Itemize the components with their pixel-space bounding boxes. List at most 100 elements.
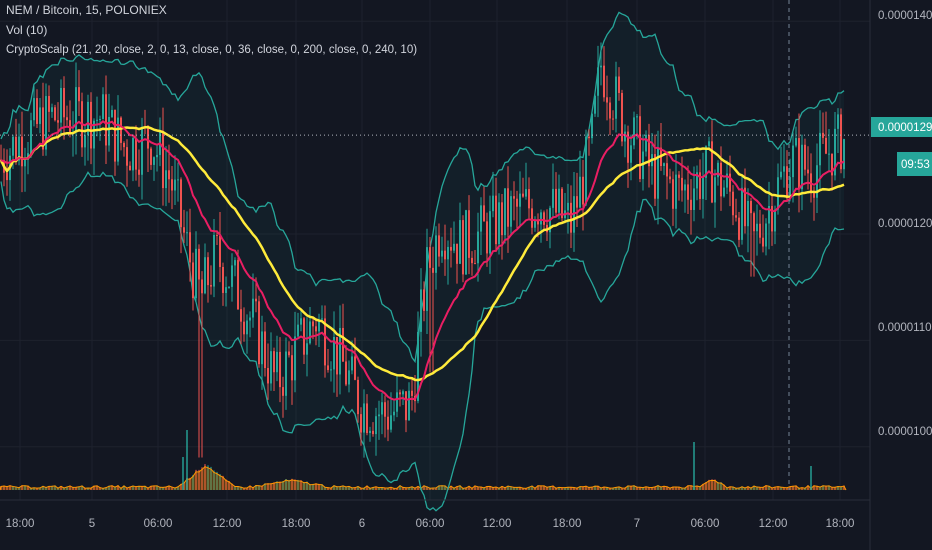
volume-bar-223 [669, 487, 671, 490]
time-tick-6: 06:00 [416, 518, 445, 530]
volume-bar-229 [687, 485, 689, 490]
candle-body-132 [396, 392, 398, 412]
volume-bar-102 [306, 481, 308, 490]
volume-bar-267 [801, 487, 803, 490]
volume-bar-46 [138, 485, 140, 490]
volume-histogram [0, 430, 847, 491]
volume-bar-249 [747, 486, 749, 490]
candle-body-242 [726, 173, 728, 188]
indicator-legend[interactable]: CryptoScalp (21, 20, close, 2, 0, 13, cl… [6, 44, 418, 56]
volume-bar-59 [177, 486, 179, 490]
candle-body-85 [255, 298, 257, 302]
volume-bar-142 [426, 486, 428, 490]
volume-bar-139 [417, 486, 419, 490]
candle-body-265 [795, 138, 797, 146]
volume-bar-37 [111, 485, 113, 490]
fast-ema-line [0, 120, 845, 402]
volume-bar-35 [105, 487, 107, 490]
volume-bar-133 [399, 485, 401, 490]
candle-body-184 [552, 188, 554, 208]
volume-bar-50 [150, 485, 152, 490]
candle-body-224 [672, 179, 674, 209]
volume-bar-200 [600, 487, 602, 490]
candle-body-225 [675, 174, 677, 209]
volume-bar-218 [654, 486, 656, 490]
volume-bar-24 [72, 487, 74, 490]
candle-body-18 [54, 107, 56, 121]
candle-body-144 [432, 267, 434, 273]
candle-body-163 [489, 211, 491, 254]
candle-body-16 [48, 96, 50, 112]
candle-body-133 [399, 392, 401, 395]
volume-bar-276 [828, 485, 830, 490]
candle-body-93 [279, 351, 281, 388]
volume-bar-41 [123, 485, 125, 490]
candle-body-129 [387, 416, 389, 430]
candle-body-170 [510, 196, 512, 227]
volume-bar-112 [336, 486, 338, 490]
volume-bar-84 [252, 487, 254, 490]
volume-bar-90 [270, 483, 272, 490]
candle-body-208 [624, 131, 626, 142]
volume-legend[interactable]: Vol (10) [6, 23, 48, 37]
volume-bar-85 [255, 484, 257, 490]
volume-bar-272 [816, 485, 818, 490]
volume-bar-89 [267, 483, 269, 490]
volume-bar-277 [831, 487, 833, 490]
candle-body-45 [135, 138, 137, 170]
candle-body-238 [714, 177, 716, 203]
volume-bar-213 [639, 486, 641, 490]
candle-body-245 [735, 215, 737, 218]
candle-body-214 [642, 151, 644, 180]
candle-body-276 [828, 153, 830, 155]
candle-body-50 [150, 148, 152, 165]
candle-body-128 [384, 402, 386, 417]
candle-body-5 [15, 136, 17, 161]
candle-body-259 [777, 177, 779, 210]
volume-bar-255 [765, 485, 767, 490]
volume-bar-236 [708, 479, 710, 490]
volume-bar-126 [378, 487, 380, 490]
volume-bar-80 [240, 486, 242, 490]
candle-body-87 [261, 331, 263, 365]
candle-body-76 [228, 286, 230, 288]
candle-body-90 [270, 351, 272, 384]
countdown-label: 09:53 [901, 159, 930, 171]
time-tick-11: 12:00 [759, 518, 788, 530]
volume-bar-271 [813, 485, 815, 490]
candle-body-218 [654, 154, 656, 199]
candle-body-231 [693, 188, 695, 210]
candle-body-33 [99, 118, 101, 120]
candle-body-77 [231, 265, 233, 287]
candle-body-12 [36, 98, 38, 124]
candle-body-7 [21, 136, 23, 167]
symbol-title[interactable]: NEM / Bitcoin, 15, POLONIEX [6, 3, 167, 17]
volume-bar-264 [792, 485, 794, 490]
volume-bar-226 [678, 486, 680, 490]
volume-bar-177 [531, 485, 533, 490]
volume-bar-153 [459, 485, 461, 490]
volume-bar-204 [612, 487, 614, 490]
candle-body-164 [492, 195, 494, 212]
volume-bar-274 [822, 485, 824, 490]
candle-body-255 [765, 223, 767, 247]
candle-body-199 [597, 67, 599, 96]
volume-spike-3 [810, 466, 812, 490]
candle-body-237 [711, 141, 713, 203]
volume-bar-165 [495, 486, 497, 490]
time-scale[interactable]: 18:00 5 06:00 12:00 18:00 6 06:00 12:00 18:00 7 06… [6, 518, 855, 530]
volume-bar-74 [222, 475, 224, 490]
candle-body-91 [273, 351, 275, 373]
candle-body-97 [291, 355, 293, 381]
candle-body-47 [141, 126, 143, 175]
volume-bar-43 [129, 486, 131, 490]
volume-bar-137 [411, 486, 413, 490]
volume-bar-91 [273, 482, 275, 490]
volume-bar-92 [276, 481, 278, 490]
volume-bar-192 [576, 487, 578, 490]
volume-bar-164 [492, 487, 494, 490]
volume-bar-211 [633, 485, 635, 490]
